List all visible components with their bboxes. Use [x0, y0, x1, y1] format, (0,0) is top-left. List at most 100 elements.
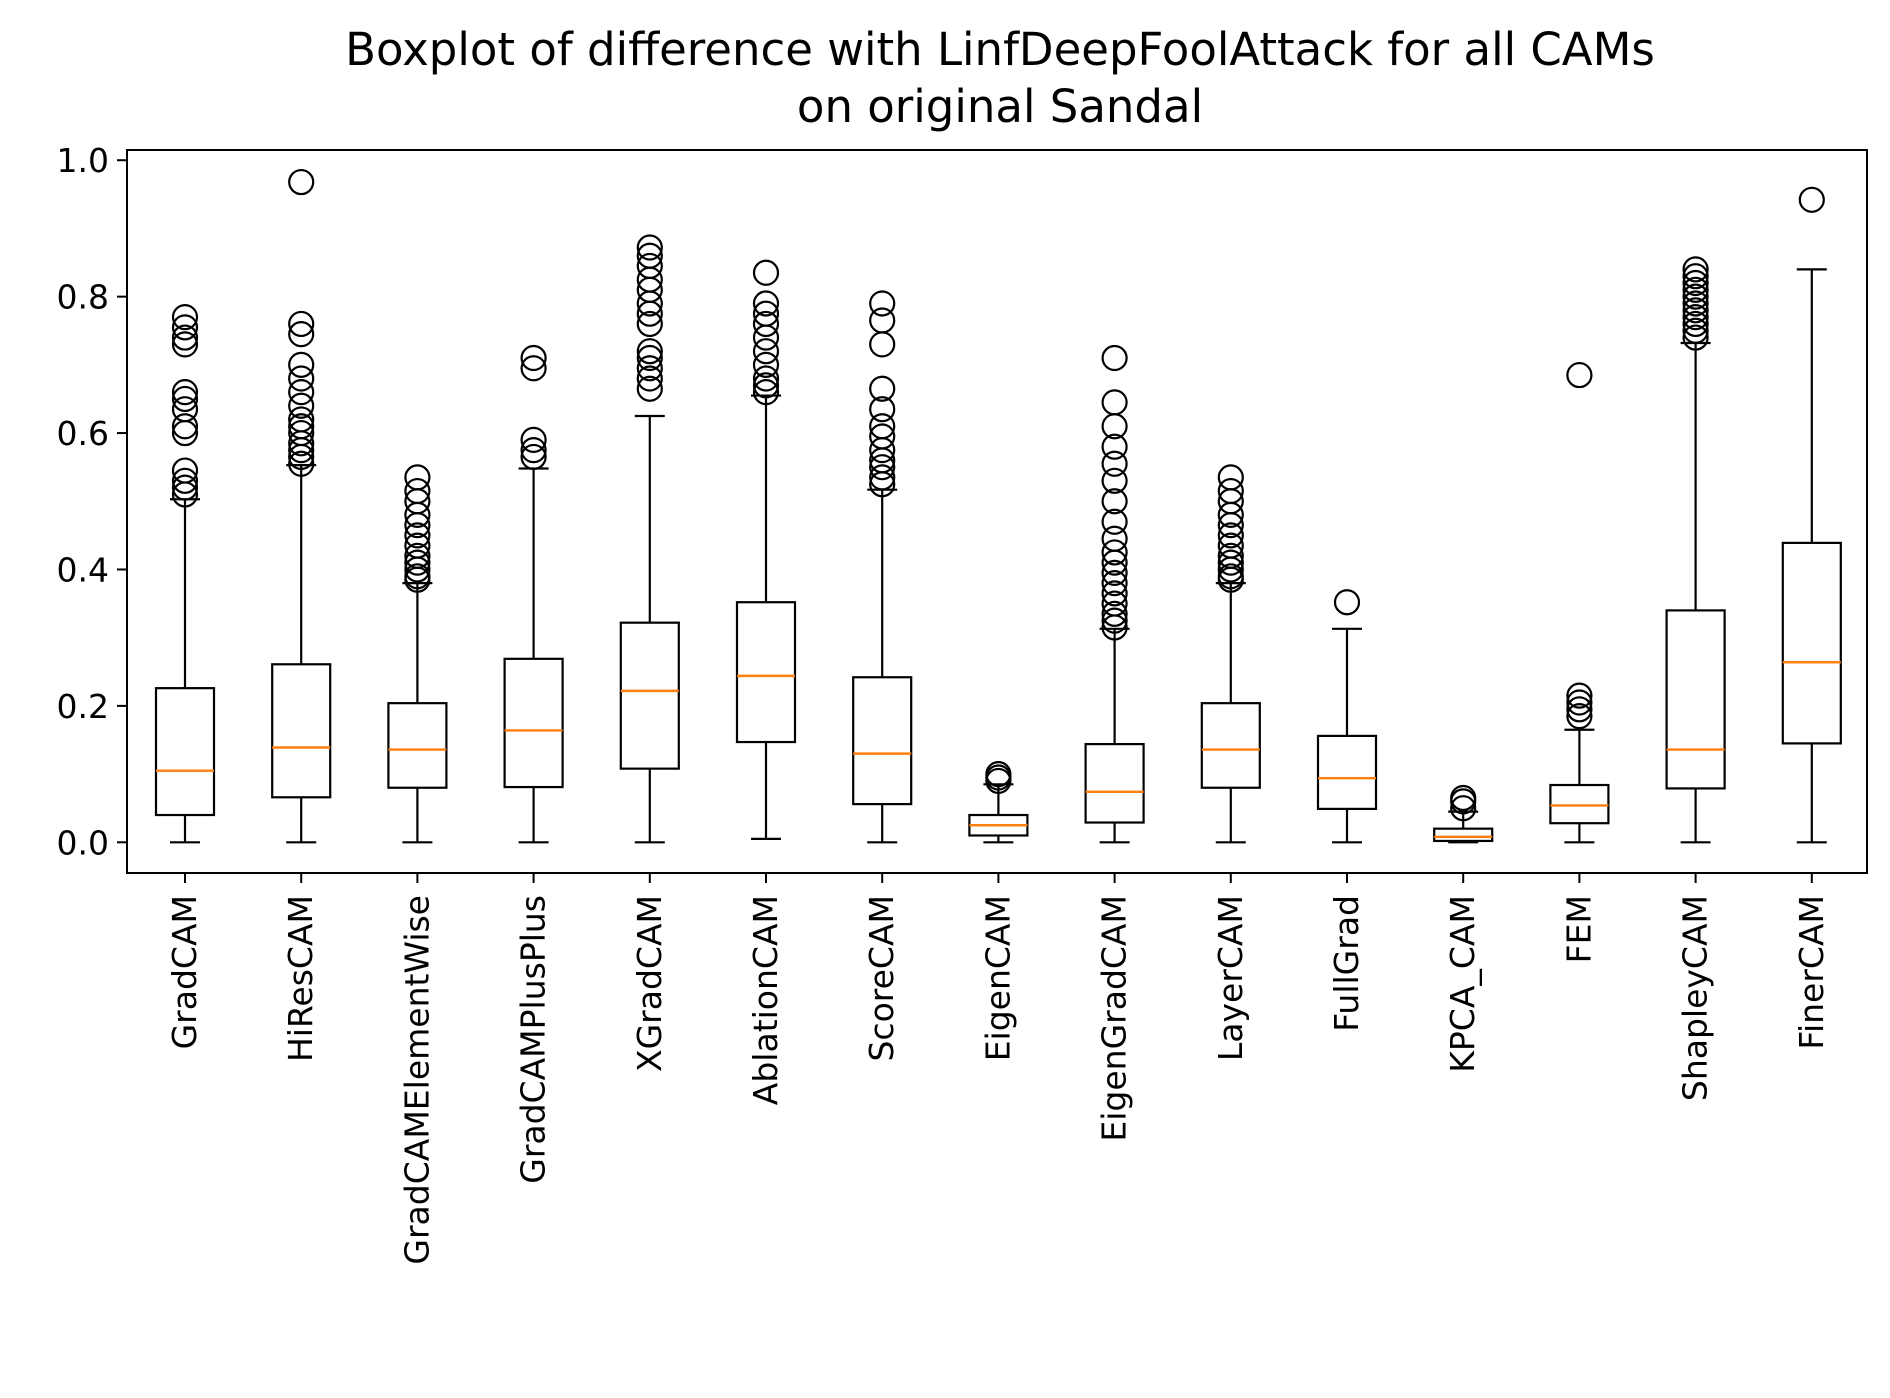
- outlier-point: [171, 331, 199, 358]
- outlier-point: [1333, 589, 1361, 616]
- outlier-point: [636, 234, 663, 261]
- box-iqr: [1781, 541, 1842, 745]
- outlier-point: [1217, 464, 1244, 491]
- outlier-point: [1682, 290, 1709, 317]
- outlier-point: [288, 379, 315, 406]
- outlier-point: [636, 365, 663, 392]
- outlier-point: [752, 338, 780, 365]
- box-iqr: [619, 621, 680, 770]
- x-tick-label: KPCA_CAM: [1443, 895, 1482, 1073]
- outlier-point: [171, 457, 199, 484]
- outlier-point: [636, 266, 663, 293]
- x-tick-label: EigenCAM: [978, 895, 1017, 1061]
- outlier-point: [869, 396, 896, 423]
- box-ShapleyCAM: [1665, 256, 1726, 844]
- outlier-point: [1682, 256, 1709, 283]
- outlier-point: [1798, 186, 1825, 213]
- outlier-point: [1450, 795, 1477, 822]
- box-iqr: [1433, 827, 1494, 843]
- outlier-point: [1566, 703, 1593, 730]
- box-iqr: [271, 663, 332, 799]
- box-iqr: [387, 702, 448, 789]
- outlier-point: [171, 413, 199, 440]
- outlier-point: [1217, 488, 1244, 515]
- box-ScoreCAM: [852, 290, 913, 844]
- outlier-point: [752, 324, 780, 351]
- x-tick-label: GradCAM: [165, 895, 204, 1049]
- outlier-point: [1682, 310, 1709, 338]
- outlier-point: [869, 375, 896, 402]
- outlier-point: [171, 314, 199, 341]
- box-GradCAM: [154, 304, 216, 844]
- outlier-point: [1101, 450, 1128, 477]
- box-KPCA_CAM: [1433, 784, 1494, 844]
- outlier-point: [288, 365, 315, 392]
- outlier-point: [1101, 580, 1128, 607]
- outlier-point: [171, 419, 199, 447]
- outlier-point: [404, 556, 431, 583]
- outlier-point: [1217, 563, 1244, 590]
- outlier-point: [1682, 317, 1709, 344]
- x-tick-label: GradCAMPlusPlus: [514, 895, 553, 1184]
- outlier-point: [288, 406, 315, 433]
- outlier-point: [1682, 276, 1709, 303]
- y-tick-label: 0.0: [57, 823, 109, 862]
- x-tick-label: EigenGradCAM: [1095, 895, 1134, 1142]
- outlier-point: [869, 307, 896, 334]
- outlier-point: [288, 351, 315, 378]
- outlier-point: [404, 549, 431, 576]
- box-FinerCAM: [1781, 186, 1842, 844]
- y-tick-label: 0.2: [57, 687, 109, 726]
- outlier-point: [520, 344, 547, 372]
- y-tick-label: 0.8: [57, 278, 109, 317]
- outlier-point: [636, 355, 663, 382]
- outlier-point: [1101, 607, 1128, 634]
- outlier-point: [752, 300, 780, 327]
- box-FEM: [1549, 361, 1610, 844]
- x-tick-label: HiResCAM: [281, 895, 320, 1062]
- outlier-point: [752, 372, 780, 399]
- outlier-point: [171, 467, 199, 494]
- outlier-point: [404, 488, 431, 515]
- outlier-point: [171, 385, 199, 413]
- outlier-point: [1217, 477, 1244, 505]
- box-GradCAMElementWise: [387, 464, 448, 844]
- y-tick-label: 0.6: [57, 414, 109, 453]
- outlier-point: [171, 379, 199, 406]
- box-iqr: [1316, 734, 1378, 810]
- y-tick-label: 0.4: [57, 550, 109, 589]
- outlier-point: [985, 760, 1012, 788]
- outlier-point: [288, 413, 315, 440]
- outlier-point: [1566, 682, 1593, 709]
- outlier-point: [752, 351, 780, 378]
- outlier-point: [171, 474, 199, 501]
- outlier-point: [1101, 559, 1128, 586]
- outlier-point: [404, 542, 431, 569]
- outlier-point: [752, 310, 780, 338]
- outlier-point: [404, 563, 431, 590]
- outlier-point: [752, 379, 780, 406]
- x-tick-label: FinerCAM: [1792, 895, 1831, 1050]
- chart-subtitle: on original Sandal: [797, 80, 1203, 133]
- outlier-point: [636, 344, 663, 372]
- outlier-point: [171, 396, 199, 423]
- box-XGradCAM: [619, 234, 680, 844]
- box-HiResCAM: [271, 168, 332, 844]
- box-GradCAMPlusPlus: [503, 344, 564, 844]
- box-iqr: [503, 657, 564, 789]
- outlier-point: [636, 242, 663, 269]
- outlier-point: [404, 477, 431, 505]
- outlier-point: [869, 413, 896, 440]
- outlier-point: [1682, 263, 1709, 290]
- x-tick-label: ShapleyCAM: [1676, 895, 1715, 1101]
- outlier-point: [1682, 269, 1709, 297]
- outlier-point: [288, 450, 315, 477]
- outlier-point: [520, 437, 547, 464]
- outlier-point: [1101, 488, 1128, 515]
- outlier-point: [1682, 297, 1709, 324]
- outlier-point: [869, 331, 896, 358]
- outlier-point: [1217, 532, 1244, 559]
- box-iqr: [1549, 783, 1610, 825]
- outlier-point: [1217, 522, 1244, 549]
